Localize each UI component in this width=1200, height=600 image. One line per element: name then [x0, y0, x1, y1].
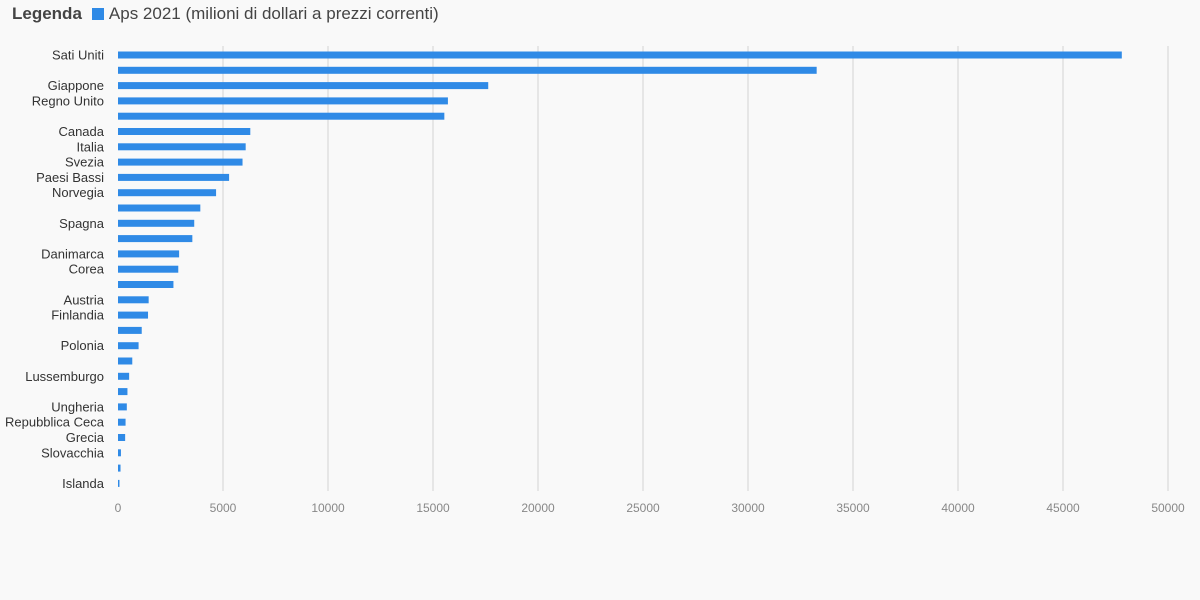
- category-label: Norvegia: [52, 185, 105, 200]
- bar: [118, 464, 121, 472]
- category-label: Canada: [58, 124, 104, 139]
- bar: [118, 418, 126, 426]
- bar: [118, 219, 195, 227]
- bar: [118, 372, 130, 380]
- bar: [118, 403, 127, 411]
- x-tick-label: 45000: [1046, 501, 1080, 515]
- x-tick-label: 5000: [210, 501, 237, 515]
- x-tick-label: 0: [115, 501, 122, 515]
- x-tick-label: 40000: [941, 501, 975, 515]
- bar: [118, 97, 448, 105]
- bar: [118, 281, 174, 288]
- bar: [118, 143, 246, 151]
- x-tick-label: 35000: [836, 501, 870, 515]
- category-label: Finlandia: [51, 308, 105, 323]
- bar: [118, 51, 1122, 59]
- x-tick-label: 15000: [416, 501, 450, 515]
- x-tick-label: 10000: [311, 501, 345, 515]
- bar: [118, 326, 142, 334]
- category-label: Giappone: [48, 78, 104, 93]
- category-label: Repubblica Ceca: [5, 415, 105, 430]
- bar: [118, 158, 243, 166]
- category-label: Austria: [64, 292, 105, 307]
- bar: [118, 250, 180, 258]
- x-tick-label: 20000: [521, 501, 555, 515]
- x-tick-label: 50000: [1151, 501, 1185, 515]
- category-label: Polonia: [61, 338, 105, 353]
- bar: [118, 449, 121, 457]
- bar: [118, 311, 149, 319]
- bar: [118, 388, 128, 396]
- bar: [118, 265, 179, 273]
- category-label: Spagna: [59, 216, 105, 231]
- legend: Legenda Aps 2021 (milioni di dollari a p…: [12, 2, 439, 26]
- category-label: Svezia: [65, 155, 105, 170]
- bar: [118, 296, 149, 304]
- bar: [118, 479, 120, 487]
- category-label: Danimarca: [41, 246, 105, 261]
- bar: [118, 357, 133, 365]
- legend-series-label: Aps 2021 (milioni di dollari a prezzi co…: [108, 4, 439, 23]
- category-label: Slovacchia: [41, 445, 105, 460]
- legend-swatch: [91, 8, 104, 20]
- category-label: Regno Unito: [32, 93, 104, 108]
- bar: [118, 112, 445, 120]
- category-label: Lussemburgo: [25, 369, 104, 384]
- bar: [118, 204, 201, 212]
- category-label: Islanda: [62, 476, 105, 491]
- category-label: Italia: [77, 139, 105, 154]
- bar: [118, 189, 217, 197]
- category-label: Grecia: [66, 430, 105, 445]
- category-label: Sati Uniti: [52, 48, 104, 63]
- legend-title: Legenda: [12, 4, 82, 23]
- x-tick-label: 25000: [626, 501, 660, 515]
- x-tick-label: 30000: [731, 501, 765, 515]
- bar: [118, 128, 251, 135]
- bar: [118, 82, 489, 90]
- bar: [118, 342, 139, 350]
- category-label: Paesi Bassi: [36, 170, 104, 185]
- category-label: Corea: [69, 262, 105, 277]
- bar: [118, 235, 193, 243]
- category-label: Ungheria: [51, 399, 105, 414]
- bar: [118, 434, 126, 441]
- bar: [118, 173, 230, 181]
- bar: [118, 66, 817, 74]
